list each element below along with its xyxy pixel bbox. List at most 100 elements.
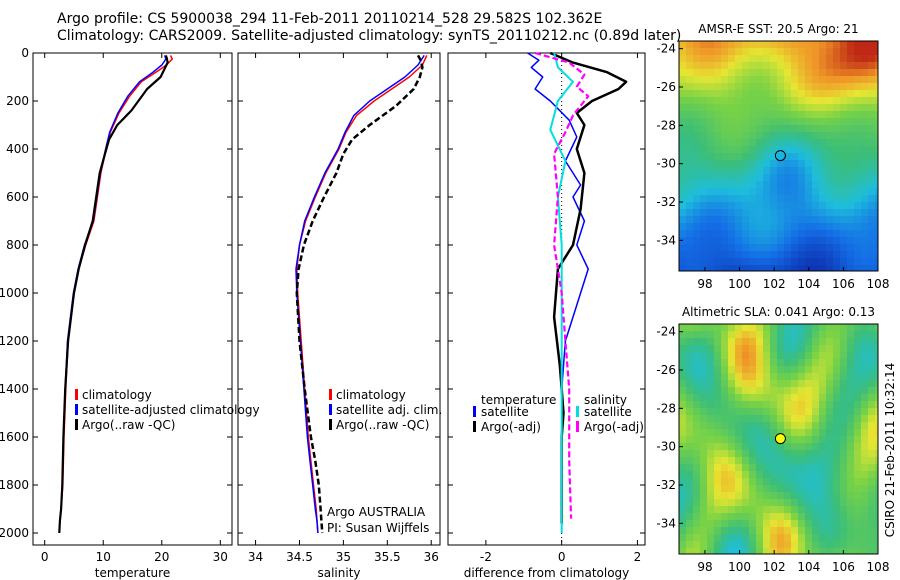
map-cell — [777, 373, 785, 381]
map-cell — [854, 195, 862, 203]
map-cell — [798, 188, 806, 196]
map-cell — [707, 76, 715, 84]
map-cell — [686, 387, 694, 395]
map-cell — [679, 338, 687, 346]
y-tick-label: 1800 — [0, 478, 29, 492]
map-cell — [798, 90, 806, 98]
map-cell — [742, 499, 750, 507]
map-cell — [763, 366, 771, 374]
map-cell — [735, 366, 743, 374]
map-cell — [749, 146, 757, 154]
map-cell — [679, 223, 687, 231]
map-cell — [714, 41, 722, 49]
map-cell — [679, 41, 687, 49]
map-cell — [700, 83, 708, 91]
map-cell — [833, 513, 841, 521]
map-cell — [693, 41, 701, 49]
map-cell — [693, 464, 701, 472]
map-cell — [679, 69, 687, 77]
map-y-tick-label: -26 — [656, 80, 676, 94]
map-cell — [833, 401, 841, 409]
map-cell — [805, 125, 813, 133]
map-cell — [777, 153, 785, 161]
map-cell — [686, 230, 694, 238]
map-cell — [686, 90, 694, 98]
map-cell — [707, 394, 715, 402]
map-cell — [840, 401, 848, 409]
map-cell — [819, 188, 827, 196]
map-cell — [861, 513, 869, 521]
map-cell — [798, 223, 806, 231]
map-cell — [805, 387, 813, 395]
map-cell — [812, 401, 820, 409]
map-cell — [777, 338, 785, 346]
map-cell — [742, 146, 750, 154]
map-cell — [728, 223, 736, 231]
map-cell — [854, 202, 862, 210]
map-cell — [686, 401, 694, 409]
map-cell — [812, 450, 820, 458]
map-cell — [742, 118, 750, 126]
map-cell — [861, 352, 869, 360]
map-cell — [784, 97, 792, 105]
map-y-tick-label: -32 — [656, 478, 676, 492]
series-line-satellite-adjusted-climatology — [58, 55, 167, 533]
map-cell — [693, 76, 701, 84]
map-cell — [826, 520, 834, 528]
map-cell — [819, 359, 827, 367]
map-cell — [812, 174, 820, 182]
map-cell — [875, 48, 879, 56]
map-cell — [805, 401, 813, 409]
map-cell — [868, 48, 876, 56]
map-cell — [735, 443, 743, 451]
map-cell — [721, 324, 729, 332]
map-cell — [840, 146, 848, 154]
map-cell — [700, 443, 708, 451]
map-cell — [833, 534, 841, 542]
map-cell — [770, 76, 778, 84]
map-cell — [749, 387, 757, 395]
map-cell — [686, 76, 694, 84]
map-cell — [763, 394, 771, 402]
map-cell — [777, 83, 785, 91]
map-cell — [861, 394, 869, 402]
map-cell — [686, 331, 694, 339]
map-cell — [707, 478, 715, 486]
map-cell — [756, 485, 764, 493]
map-cell — [763, 492, 771, 500]
map-cell — [700, 422, 708, 430]
map-cell — [854, 541, 862, 549]
map-cell — [707, 230, 715, 238]
map-cell — [770, 422, 778, 430]
map-cell — [847, 457, 855, 465]
map-cell — [847, 132, 855, 140]
map-cell — [791, 527, 799, 535]
map-cell — [784, 62, 792, 70]
map-cell — [749, 373, 757, 381]
map-cell — [742, 111, 750, 119]
map-cell — [763, 90, 771, 98]
map-y-tick-label: -24 — [656, 325, 676, 339]
map-cell — [847, 352, 855, 360]
map-cell — [791, 548, 799, 555]
map-cell — [791, 216, 799, 224]
map-cell — [693, 188, 701, 196]
map-cell — [763, 118, 771, 126]
map-cell — [693, 373, 701, 381]
map-cell — [798, 237, 806, 245]
map-cell — [742, 436, 750, 444]
map-cell — [679, 216, 687, 224]
map-cell — [854, 436, 862, 444]
map-cell — [868, 69, 876, 77]
map-cell — [686, 146, 694, 154]
map-cell — [833, 324, 841, 332]
map-cell — [798, 471, 806, 479]
map-cell — [742, 244, 750, 252]
map-cell — [749, 324, 757, 332]
map-cell — [679, 422, 687, 430]
map-cell — [679, 457, 687, 465]
map-cell — [686, 69, 694, 77]
map-cell — [812, 132, 820, 140]
map-cell — [693, 146, 701, 154]
map-cell — [728, 69, 736, 77]
